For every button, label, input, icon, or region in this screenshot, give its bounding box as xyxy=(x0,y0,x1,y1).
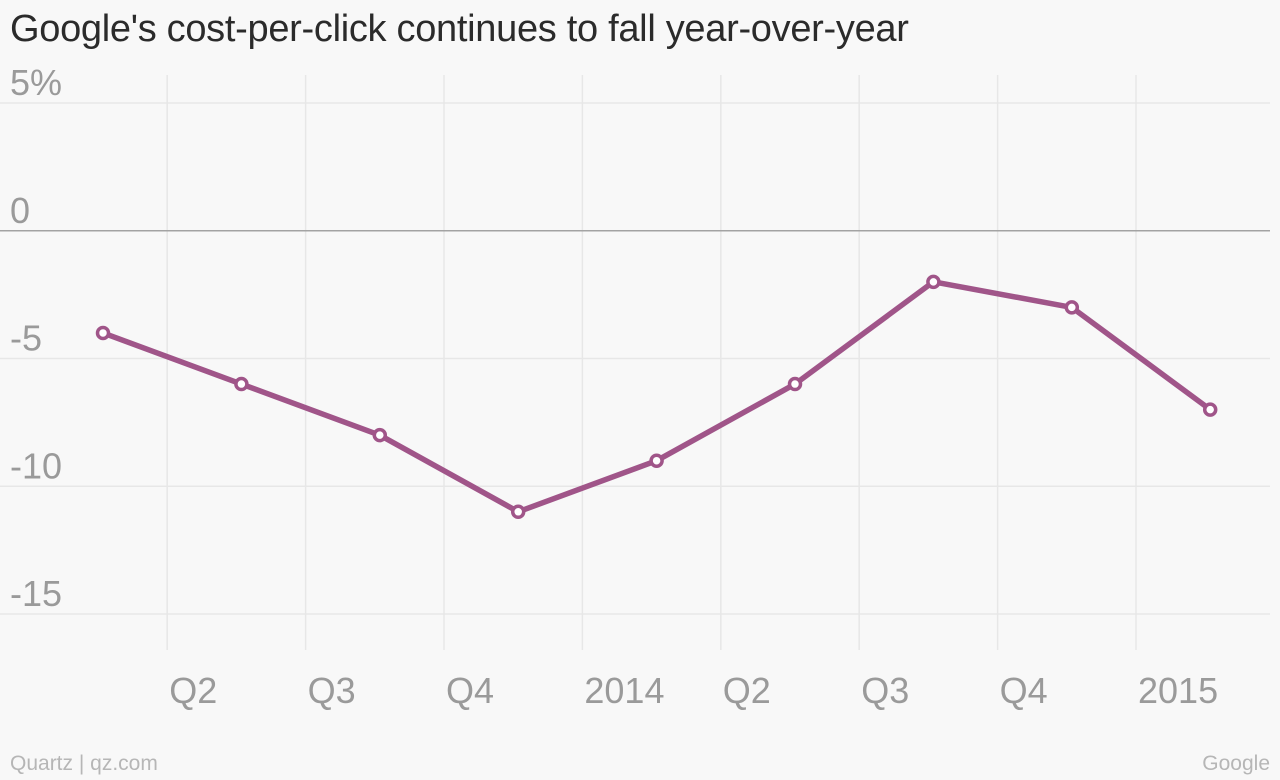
y-tick-labels: 5% 0 -5 -10 -15 xyxy=(10,62,62,614)
y-gridlines xyxy=(0,102,1270,615)
data-point xyxy=(95,325,111,341)
y-tick-label: -10 xyxy=(10,445,62,486)
x-tick-label: Q4 xyxy=(1000,670,1048,711)
x-tick-label: Q2 xyxy=(723,670,771,711)
data-point xyxy=(372,427,388,443)
x-tick-label: Q4 xyxy=(446,670,494,711)
y-tick-label: -5 xyxy=(10,318,42,359)
data-point xyxy=(649,453,664,468)
x-tick-label: Q3 xyxy=(861,670,909,711)
y-tick-label: 5% xyxy=(10,62,62,103)
data-point xyxy=(510,504,526,520)
x-tick-label: Q2 xyxy=(169,670,217,711)
data-point xyxy=(1064,300,1080,315)
data-point xyxy=(926,274,941,290)
data-points xyxy=(95,274,1218,520)
x-tick-label: 2014 xyxy=(584,670,664,711)
data-point xyxy=(234,376,249,392)
footer-credit: Quartz | qz.com xyxy=(10,752,158,775)
x-gridlines xyxy=(166,75,1137,650)
x-tick-label: 2015 xyxy=(1138,670,1218,711)
footer-source: Google xyxy=(1202,752,1270,775)
x-tick-labels: Q2 Q3 Q4 2014 Q2 Q3 Q4 2015 xyxy=(169,670,1218,711)
y-tick-label: -15 xyxy=(10,573,62,614)
y-tick-label: 0 xyxy=(10,190,30,231)
x-tick-label: Q3 xyxy=(308,670,356,711)
series-line xyxy=(100,279,1213,515)
chart-title: Google's cost-per-click continues to fal… xyxy=(10,8,909,50)
data-point xyxy=(1202,402,1218,417)
data-point xyxy=(787,376,803,392)
